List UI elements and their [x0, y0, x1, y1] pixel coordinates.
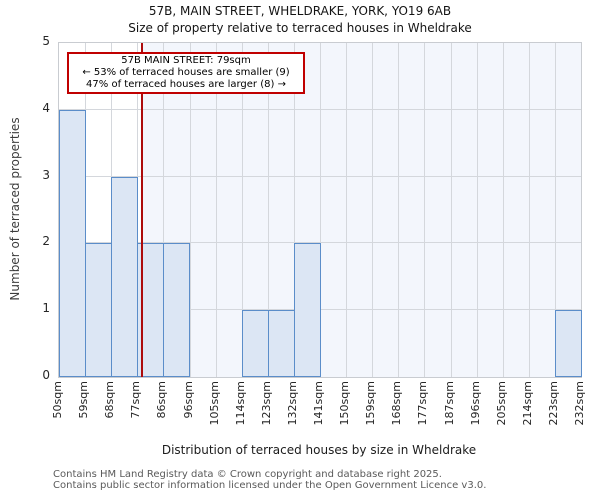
x-tick-label: 105sqm — [207, 381, 221, 426]
x-tick-label: 86sqm — [155, 381, 169, 419]
vertical-gridline — [320, 43, 321, 377]
x-tick-label: 177sqm — [416, 381, 430, 426]
callout-line-3: 47% of terraced houses are larger (8) → — [86, 79, 286, 90]
footer-attribution-2: Contains public sector information licen… — [53, 480, 487, 491]
x-tick-label: 232sqm — [573, 381, 586, 426]
chart-subtitle: Size of property relative to terraced ho… — [128, 21, 472, 35]
vertical-gridline — [163, 43, 165, 377]
histogram-bar — [85, 243, 113, 377]
x-tick-label: 96sqm — [181, 381, 195, 419]
y-tick-label: 0 — [42, 368, 50, 382]
vertical-gridline — [476, 43, 478, 377]
histogram-bar — [111, 176, 139, 377]
x-tick-label: 59sqm — [77, 381, 91, 419]
y-tick-label: 3 — [42, 167, 50, 182]
callout-line-2: ← 53% of terraced houses are smaller (9) — [82, 67, 290, 78]
vertical-gridline — [215, 43, 217, 377]
vertical-gridline — [267, 43, 269, 377]
x-tick-label: 123sqm — [259, 381, 273, 426]
histogram-bar — [241, 310, 269, 377]
x-tick-label: 132sqm — [285, 381, 299, 426]
vertical-gridline — [241, 43, 243, 377]
callout-line-1: 57B MAIN STREET: 79sqm — [121, 55, 251, 66]
larger-than-marker-shade — [142, 43, 581, 377]
subject-property-callout: 57B MAIN STREET: 79sqm ← 53% of terraced… — [67, 52, 305, 94]
x-tick-label: 168sqm — [390, 381, 404, 426]
chart-title: 57B, MAIN STREET, WHELDRAKE, YORK, YO19 … — [148, 4, 452, 18]
x-tick-label: 159sqm — [364, 381, 378, 426]
x-tick-label: 205sqm — [494, 381, 508, 426]
vertical-gridline — [528, 43, 530, 377]
x-tick-label: 114sqm — [233, 381, 247, 426]
vertical-gridline — [502, 43, 504, 377]
x-tick-label: 68sqm — [103, 381, 117, 419]
x-tick-label: 77sqm — [129, 381, 143, 419]
x-tick-label: 223sqm — [546, 381, 560, 426]
x-tick-label: 214sqm — [520, 381, 534, 426]
x-tick-label: 50sqm — [51, 381, 64, 419]
x-tick-label: 196sqm — [468, 381, 482, 426]
histogram-bar — [59, 109, 87, 377]
y-tick-label: 5 — [42, 34, 50, 48]
y-tick-label: 2 — [42, 234, 50, 249]
subject-property-marker-line — [141, 43, 144, 377]
footer-attribution-1: Contains HM Land Registry data © Crown c… — [53, 469, 442, 480]
histogram-bar — [163, 243, 191, 377]
y-axis-label: Number of terraced properties — [8, 117, 22, 301]
y-tick-label: 1 — [42, 301, 50, 316]
vertical-gridline — [346, 43, 348, 377]
vertical-gridline — [398, 43, 400, 377]
histogram-bar — [267, 310, 295, 377]
vertical-gridline — [293, 43, 295, 377]
vertical-gridline — [189, 43, 191, 377]
x-tick-label: 141sqm — [312, 381, 325, 426]
vertical-gridline — [372, 43, 374, 377]
x-tick-label: 150sqm — [338, 381, 352, 426]
vertical-gridline — [450, 43, 452, 377]
vertical-gridline — [554, 43, 556, 377]
vertical-gridline — [424, 43, 426, 377]
x-tick-label: 187sqm — [442, 381, 456, 426]
histogram-bar — [554, 310, 582, 377]
histogram-bar — [293, 243, 321, 377]
y-tick-label: 4 — [42, 100, 50, 115]
plot-area: 57B MAIN STREET: 79sqm ← 53% of terraced… — [58, 42, 582, 378]
x-axis-label: Distribution of terraced houses by size … — [161, 443, 477, 457]
